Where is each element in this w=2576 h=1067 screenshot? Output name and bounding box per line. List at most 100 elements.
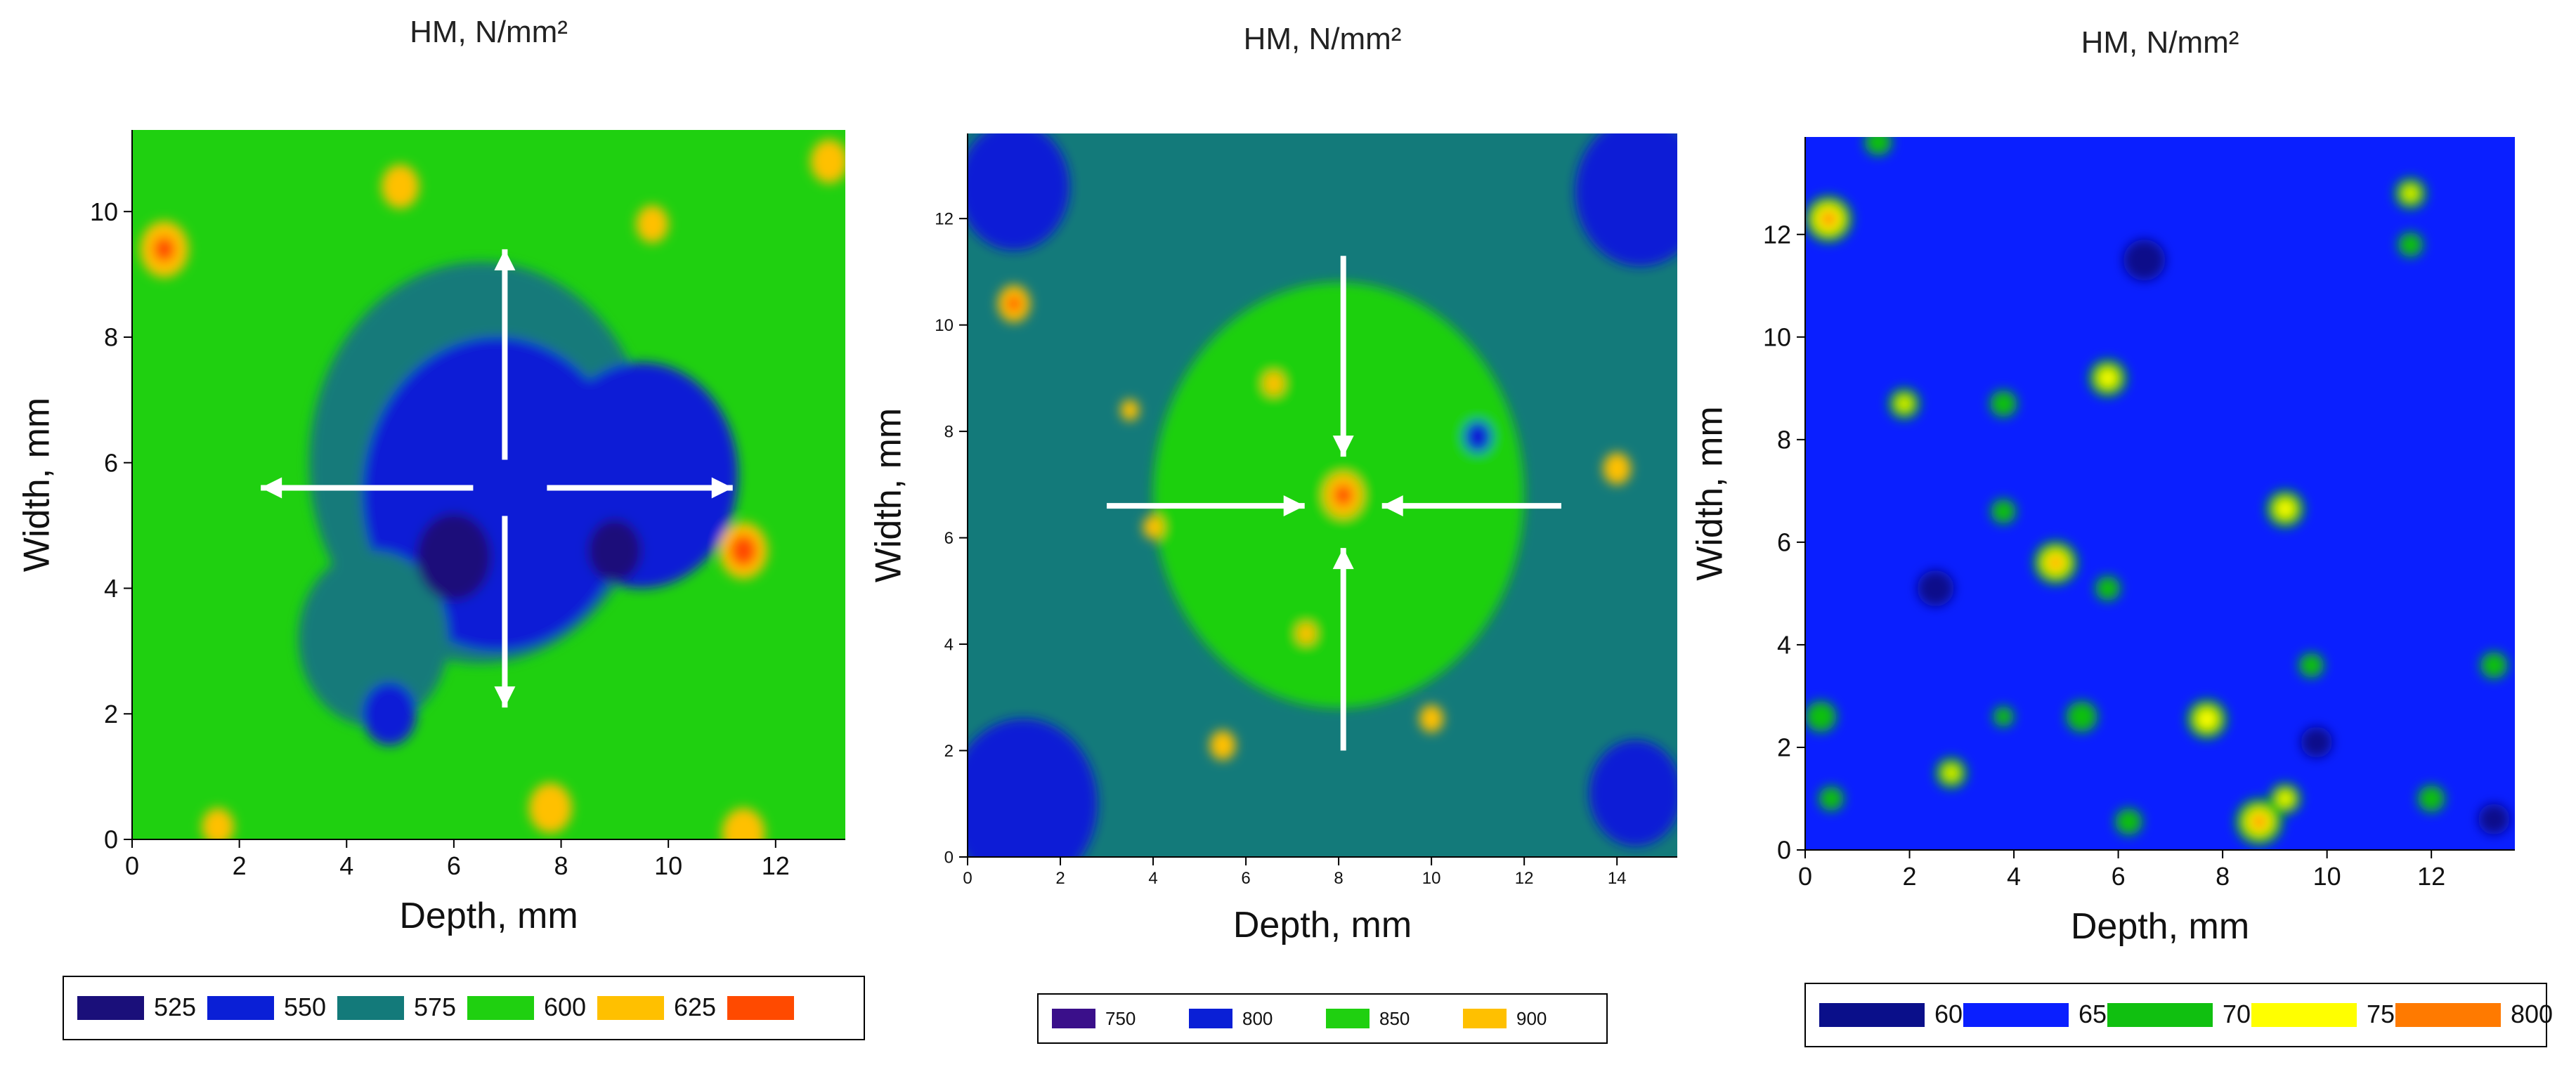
y-tick-label: 8 [104, 323, 118, 352]
legend-swatch [597, 996, 664, 1020]
legend-swatch [1463, 1009, 1507, 1028]
y-tick-label: 2 [104, 700, 118, 728]
arrow-head [261, 477, 282, 499]
axes: 0 2 4 6 8 10 12 0 2 4 6 8 10 12 [1763, 137, 2515, 891]
heatmap-spot [1898, 397, 1911, 410]
heatmap-spot [2098, 369, 2118, 388]
heatmap-spot [2095, 576, 2121, 601]
legend-swatch [1052, 1009, 1095, 1028]
heatmap-spot [968, 719, 1098, 857]
y-tick-label: 4 [104, 574, 118, 603]
legend: 600 650 700 750 800 [1804, 983, 2553, 1047]
heatmap-spot [1819, 786, 1844, 811]
y-tick-label: 10 [1763, 322, 1791, 351]
y-tick-label: 0 [944, 848, 954, 867]
y-axis-label: Width, mm [1690, 406, 1731, 580]
x-tick-label: 6 [1241, 869, 1250, 888]
chart-title: HM, N/mm² [2081, 25, 2239, 60]
y-tick-label: 6 [944, 529, 954, 548]
legend-label: 600 [544, 993, 586, 1021]
heatmap-spot [2404, 187, 2417, 200]
heatmap-spot [2251, 814, 2267, 830]
heatmap-spot [1821, 211, 1837, 227]
legend-swatch [467, 996, 534, 1020]
x-tick-label: 10 [2313, 862, 2341, 891]
legend-swatch [1963, 1003, 2069, 1027]
legend-label: 900 [1516, 1008, 1547, 1029]
heatmap-spot [729, 535, 757, 567]
axes: 0 2 4 6 8 10 12 14 0 2 4 6 8 10 12 [935, 133, 1677, 888]
legend-swatch [337, 996, 404, 1020]
legend-swatch [1189, 1009, 1232, 1028]
heatmap-spot [2298, 653, 2324, 678]
y-tick-label: 2 [944, 742, 954, 761]
x-tick-label: 2 [1903, 862, 1917, 891]
heatmap-spot [1864, 137, 1892, 156]
hm-chart-3-svg: HM, N/mm² 0 2 4 6 8 10 12 0 2 4 6 8 10 12 Depth, mm Widt… [1690, 25, 2553, 1047]
y-tick-label: 6 [104, 448, 118, 477]
heatmap-spot [810, 139, 845, 183]
legend-label: 850 [1379, 1008, 1410, 1029]
legend-swatch [2107, 1003, 2213, 1027]
y-axis-label: Width, mm [868, 408, 909, 582]
heatmap-spot [2398, 232, 2424, 257]
x-tick-label: 0 [125, 851, 139, 880]
heatmap-spot [2277, 791, 2293, 806]
heatmap-spot [545, 362, 739, 589]
heatmap-spot [528, 783, 572, 834]
hm-chart-3: HM, N/mm² 0 2 4 6 8 10 12 0 2 4 6 8 10 12 Depth, mm Widt… [1690, 0, 2576, 1067]
heatmap-spot [1120, 399, 1140, 421]
heatmap-spot [1007, 295, 1021, 312]
legend: 525 550 575 600 625 [63, 976, 865, 1040]
legend-label: 800 [1242, 1008, 1273, 1029]
arrow-head [1283, 495, 1305, 517]
y-tick-label: 0 [104, 825, 118, 854]
heatmap-spot [1589, 740, 1677, 846]
legend-label: 550 [284, 993, 326, 1021]
hm-chart-1: HM, N/mm² 0 2 4 6 8 10 12 0 2 4 6 8 10 Depth, mm Width,… [0, 0, 865, 1067]
legend-label: 750 [1105, 1008, 1136, 1029]
heatmap-spot [1334, 484, 1353, 506]
heatmap-spot [968, 133, 1070, 251]
legend-swatch [727, 996, 794, 1020]
x-tick-label: 12 [2417, 862, 2445, 891]
y-tick-label: 4 [944, 635, 954, 654]
legend-swatch [207, 996, 274, 1020]
legend-label: 575 [414, 993, 456, 1021]
y-tick-label: 12 [1763, 220, 1791, 249]
heatmap-spot [153, 236, 176, 262]
y-axis-label: Width, mm [17, 398, 58, 572]
y-tick-label: 4 [1777, 631, 1791, 660]
heatmap-spot [1296, 622, 1316, 645]
arrow-head [1332, 436, 1354, 457]
heatmap-spot [1464, 420, 1492, 453]
heatmap-spot [1575, 133, 1677, 267]
legend-label: 800 [2511, 1000, 2553, 1028]
legend-swatch [2395, 1003, 2501, 1027]
arrow-head [494, 249, 516, 270]
x-tick-label: 2 [1055, 869, 1065, 888]
legend-swatch [1819, 1003, 1925, 1027]
heatmap-spot [1989, 390, 2017, 417]
arrows [261, 249, 733, 708]
y-tick-label: 8 [1777, 425, 1791, 454]
heatmap-spot [2066, 701, 2097, 733]
heatmap-spot [1945, 766, 1958, 780]
x-tick-label: 0 [963, 869, 972, 888]
heatmap-spot [722, 808, 765, 839]
x-tick-label: 6 [2112, 862, 2126, 891]
heatmap-area [132, 130, 845, 839]
y-tick-label: 2 [1777, 733, 1791, 762]
x-tick-label: 12 [762, 851, 790, 880]
heatmap-spot [1143, 515, 1164, 539]
heatmap-spot [2115, 808, 2142, 835]
heatmap-spot [1917, 570, 1954, 607]
x-tick-label: 0 [1798, 862, 1812, 891]
y-tick-label: 12 [935, 210, 954, 229]
x-tick-label: 4 [1148, 869, 1157, 888]
x-tick-label: 14 [1608, 869, 1627, 888]
legend-swatch [1326, 1009, 1370, 1028]
x-tick-label: 10 [1422, 869, 1441, 888]
x-tick-label: 4 [2007, 862, 2021, 891]
arrow-head [1332, 548, 1354, 570]
